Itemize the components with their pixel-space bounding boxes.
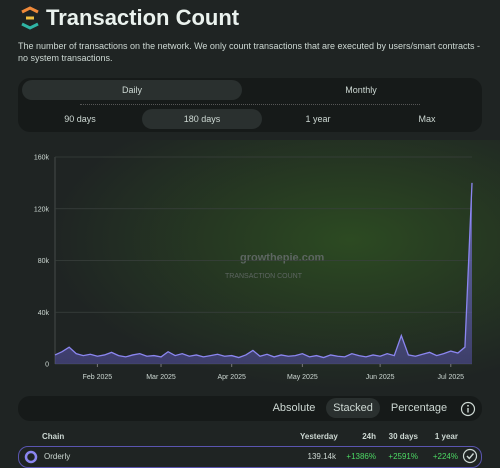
- range[interactable]: 90 days: [64, 114, 96, 124]
- x-tick-label: Apr 2025: [217, 374, 246, 381]
- x-tick-label: Mar 2025: [146, 374, 176, 381]
- toggle[interactable]: Absolute: [272, 402, 316, 414]
- th: 24h: [362, 432, 376, 441]
- y-tick-label: 120k: [34, 206, 50, 213]
- toggle[interactable]: Stacked: [326, 398, 380, 418]
- x-tick-label: May 2025: [287, 374, 318, 381]
- chart: growthepie.com TRANSACTION COUNT 0 40k 80k…: [0, 140, 500, 390]
- description: The number of transactions on the networ…: [18, 41, 481, 63]
- x-tick-label: Jul 2025: [438, 374, 465, 381]
- th: 1 year: [434, 432, 458, 441]
- y-tick-label: 160k: [34, 155, 50, 162]
- td: Orderly: [44, 452, 71, 461]
- th: Chain: [42, 432, 65, 441]
- x-tick-label: Jun 2025: [366, 374, 395, 381]
- watermark: growthepie.com: [240, 252, 325, 264]
- title: Transaction Count: [46, 5, 240, 30]
- th: 30 days: [388, 432, 418, 441]
- toggle-bar: [18, 396, 482, 421]
- tab[interactable]: Daily: [22, 80, 242, 100]
- th: Yesterday: [300, 432, 338, 441]
- line: [54, 182, 473, 359]
- logo: [21, 6, 39, 30]
- info-icon[interactable]: [460, 401, 476, 417]
- td: 139.14k: [307, 452, 336, 461]
- tab[interactable]: Monthly: [345, 85, 377, 95]
- chain-icon: [24, 450, 38, 464]
- range[interactable]: 1 year: [305, 114, 331, 124]
- range[interactable]: Max: [418, 114, 436, 124]
- toggle[interactable]: Percentage: [390, 402, 448, 414]
- divider: [80, 104, 420, 105]
- range[interactable]: 180 days: [142, 109, 262, 129]
- watermark-sub: TRANSACTION COUNT: [225, 273, 303, 280]
- chart-bg: [0, 140, 500, 390]
- td: +2591%: [388, 452, 418, 461]
- y-tick-label: 40k: [38, 310, 50, 317]
- td: +1386%: [346, 452, 376, 461]
- x-tick-label: Feb 2025: [83, 374, 113, 381]
- y-tick-label: 0: [45, 362, 49, 369]
- check-icon[interactable]: [462, 448, 478, 464]
- td: +224%: [432, 452, 458, 461]
- y-tick-label: 80k: [38, 258, 50, 265]
